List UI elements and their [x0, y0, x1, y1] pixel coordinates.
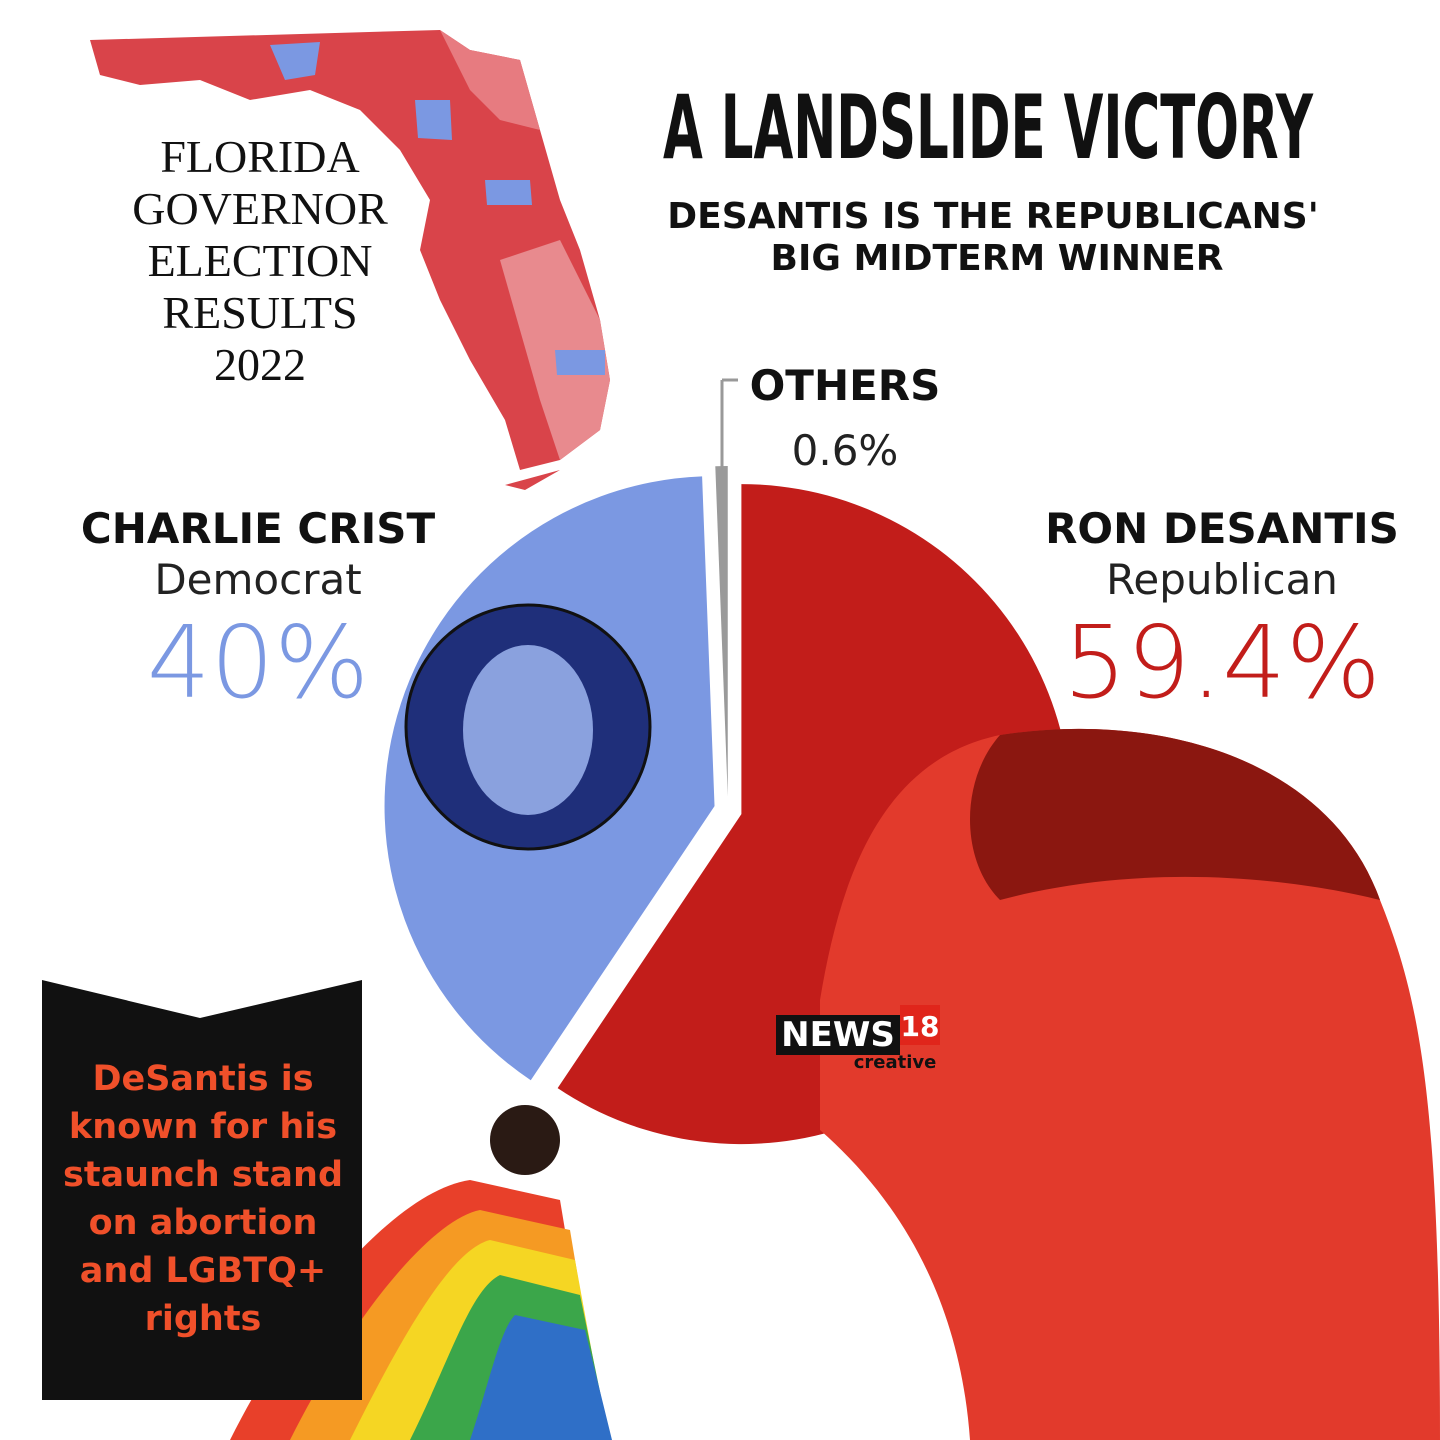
map-label: RESULTS [162, 287, 357, 338]
desantis-hair [970, 728, 1380, 900]
logo-brand: NEWS [781, 1015, 895, 1055]
logo: NEWS 18 creative [776, 1005, 940, 1073]
florida-map [90, 30, 610, 490]
map-label: GOVERNOR [132, 183, 388, 234]
slice-value-label: 59.4% [1063, 604, 1381, 721]
callout-text: staunch stand [63, 1155, 343, 1195]
subtitle: BIG MIDTERM WINNER [771, 238, 1224, 279]
callout-box [42, 980, 362, 1400]
map-label: ELECTION [148, 235, 373, 286]
slice-name: CHARLIE CRIST [81, 504, 436, 553]
pie-slice [715, 466, 728, 797]
callout-text: known for his [69, 1107, 337, 1147]
slice-name: OTHERS [750, 361, 941, 410]
slice-party: Republican [1106, 555, 1338, 604]
slice-party: Democrat [154, 555, 361, 604]
map-label: FLORIDA [160, 131, 359, 182]
slice-value-label: 40% [147, 604, 369, 721]
title: A LANDSLIDE VICTORY [663, 76, 1314, 179]
subtitle: DESANTIS IS THE REPUBLICANS' [667, 196, 1319, 237]
crist-face [463, 645, 593, 815]
callout-text: on abortion [89, 1203, 318, 1243]
desantis-portrait [820, 728, 1440, 1440]
callout-text: rights [145, 1299, 262, 1339]
logo-tag: creative [854, 1052, 937, 1073]
map-label: 2022 [214, 339, 306, 390]
slice-name: RON DESANTIS [1045, 504, 1399, 553]
logo-number: 18 [901, 1010, 940, 1043]
callout-text: and LGBTQ+ [80, 1251, 326, 1291]
slice-value-label: 0.6% [792, 426, 899, 475]
callout-text: DeSantis is [92, 1059, 313, 1099]
